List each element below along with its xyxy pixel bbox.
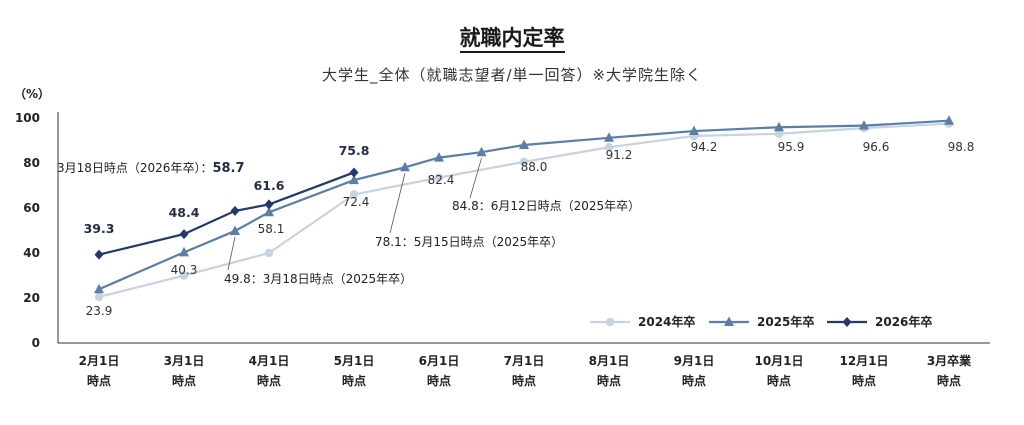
- data-label-2025: 82.4: [428, 173, 455, 187]
- data-point-2025年卒: [400, 161, 410, 172]
- data-label-2026: 48.4: [169, 205, 200, 220]
- data-point-2024年卒: [264, 248, 274, 258]
- data-point-2025年卒: [264, 206, 274, 217]
- data-label-2025: 40.3: [171, 263, 198, 277]
- x-tick-label-sub: 時点: [512, 373, 536, 388]
- x-tick-label-sub: 時点: [682, 373, 706, 388]
- data-point-2026年卒: [349, 167, 359, 178]
- annotation-leader: [389, 173, 406, 234]
- data-point-2025年卒: [94, 283, 104, 294]
- annotation-2025-may15: 78.1：5月15日時点（2025年卒）: [375, 235, 563, 249]
- data-point-2025年卒: [944, 115, 954, 125]
- data-point-2026年卒: [264, 199, 274, 210]
- data-label-2026: 61.6: [254, 178, 285, 193]
- data-point-2025年卒: [859, 120, 869, 130]
- series-line-2026年卒: [98, 171, 355, 256]
- data-point-2025年卒: [519, 139, 529, 149]
- data-label-2025: 72.4: [343, 195, 370, 209]
- x-tick-label-sub: 時点: [767, 373, 791, 388]
- data-point-2025年卒: [230, 225, 240, 235]
- legend-marker: [842, 317, 852, 327]
- x-tick-label: 8月1日: [589, 354, 630, 368]
- data-point-2025年卒: [604, 132, 614, 142]
- x-tick-label: 2月1日: [79, 354, 120, 368]
- x-tick-label-sub: 時点: [257, 373, 281, 388]
- y-tick-label: 20: [23, 291, 40, 305]
- data-label-2025: 95.9: [778, 140, 805, 154]
- legend-label: 2024年卒: [638, 314, 695, 329]
- data-label-2025: 23.9: [86, 304, 113, 318]
- y-axis-unit: （%）: [14, 86, 50, 101]
- y-tick-label: 60: [23, 201, 40, 215]
- annotation-2025-mar18: 49.8：3月18日時点（2025年卒）: [224, 272, 412, 286]
- x-tick-label-sub: 時点: [87, 373, 111, 388]
- data-point-2024年卒: [604, 143, 614, 152]
- x-tick-label-sub: 時点: [597, 373, 621, 388]
- data-label-2026: 39.3: [84, 221, 115, 236]
- annotation-2025-jun12: 84.8：6月12日時点（2025年卒）: [452, 199, 640, 213]
- data-point-2024年卒: [434, 173, 444, 182]
- chart-title: 就職内定率: [0, 22, 1024, 53]
- data-point-2025年卒: [434, 152, 444, 162]
- x-tick-label: 12月1日: [839, 354, 888, 368]
- data-label-2025: 98.8: [948, 140, 975, 154]
- x-tick-label-sub: 時点: [172, 373, 196, 388]
- data-point-2026年卒: [230, 205, 240, 216]
- legend-marker: [605, 317, 615, 327]
- annotation-leader: [227, 236, 236, 271]
- x-tick-label: 6月1日: [419, 354, 460, 368]
- x-tick-label-sub: 時点: [937, 373, 961, 388]
- data-point-2025年卒: [179, 246, 189, 257]
- x-tick-label-sub: 時点: [342, 373, 366, 388]
- x-tick-label: 4月1日: [249, 354, 290, 368]
- data-point-2024年卒: [179, 271, 189, 280]
- legend-marker: [724, 316, 734, 326]
- data-point-2024年卒: [519, 157, 529, 167]
- series-line-2025年卒: [98, 119, 950, 291]
- data-point-2024年卒: [349, 190, 359, 199]
- data-point-2025年卒: [476, 146, 487, 157]
- legend-label: 2026年卒: [875, 314, 932, 329]
- y-tick-label: 100: [15, 111, 40, 125]
- y-tick-label: 80: [23, 156, 40, 170]
- data-point-2026年卒: [179, 229, 189, 240]
- legend-label: 2025年卒: [757, 314, 814, 329]
- x-tick-label: 7月1日: [504, 354, 545, 368]
- y-tick-label: 40: [23, 246, 40, 260]
- annotation-2026-mar18: 3月18日時点（2026年卒）：58.7: [57, 161, 245, 176]
- data-label-2025: 88.0: [521, 160, 548, 174]
- data-point-2025年卒: [774, 121, 784, 132]
- x-tick-label: 3月1日: [164, 354, 205, 368]
- data-point-2024年卒: [774, 129, 784, 138]
- data-point-2026年卒: [94, 249, 104, 260]
- data-label-2026: 75.8: [339, 143, 370, 158]
- x-tick-label: 9月1日: [674, 354, 715, 368]
- data-label-2025: 58.1: [258, 222, 285, 236]
- data-label-2025: 91.2: [606, 148, 633, 162]
- x-tick-label: 10月1日: [754, 354, 803, 368]
- data-point-2025年卒: [689, 125, 699, 136]
- chart-subtitle: 大学生_全体（就職志望者/単一回答）※大学院生除く: [321, 66, 703, 84]
- x-tick-label: 3月卒業: [927, 353, 972, 368]
- data-point-2025年卒: [349, 174, 359, 185]
- y-tick-label: 0: [32, 336, 40, 350]
- data-label-2025: 94.2: [691, 140, 718, 154]
- data-point-2024年卒: [94, 292, 104, 302]
- data-label-2025: 96.6: [863, 140, 890, 154]
- x-tick-label-sub: 時点: [427, 373, 451, 388]
- x-tick-label: 5月1日: [334, 354, 375, 368]
- annotation-leader: [469, 158, 482, 199]
- x-tick-label-sub: 時点: [852, 373, 876, 388]
